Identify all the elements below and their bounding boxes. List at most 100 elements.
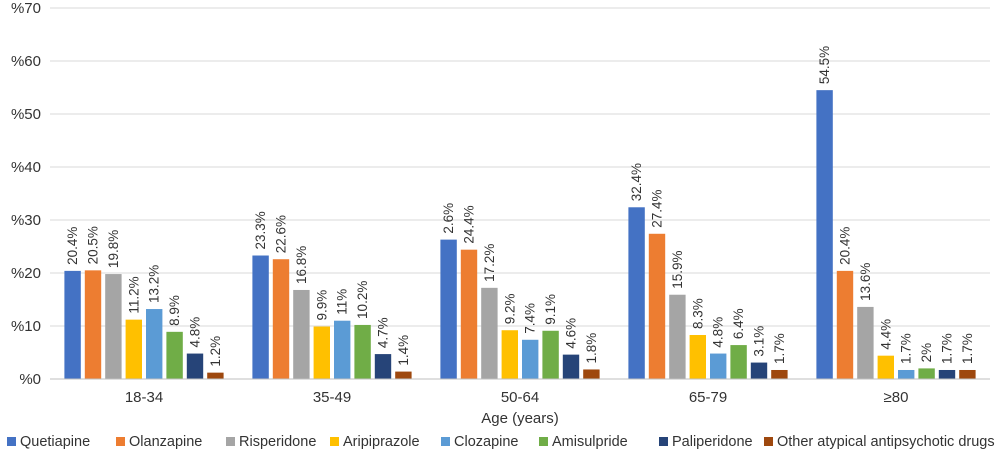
bar-amisulpride-4 [918, 368, 935, 379]
bar-aripiprazole-3 [689, 335, 706, 379]
bar-other-atypical-antipsychotic-drugs-3 [771, 369, 788, 379]
legend: Quetiapine Olanzapine Risperidone Aripipraz… [7, 434, 995, 450]
legend-label: Amisulpride [552, 434, 628, 450]
data-label: 13.2% [147, 265, 162, 303]
data-label: 17.2% [482, 244, 497, 282]
data-label: 1.8% [584, 333, 599, 364]
data-label: 10.2% [355, 281, 370, 319]
legend-swatch [7, 437, 16, 446]
data-label: 4.8% [188, 317, 203, 348]
bar-clozapine-3 [710, 353, 727, 379]
bar-quetiapine-2 [440, 239, 457, 379]
legend-swatch [764, 437, 773, 446]
legend-swatch [226, 437, 235, 446]
data-label: 6.4% [731, 308, 746, 339]
bar-clozapine-2 [522, 339, 539, 379]
data-label: 54.5% [817, 46, 832, 84]
bar-paliperidone-4 [938, 369, 956, 379]
data-label: 4.8% [711, 317, 726, 348]
data-label: 11.2% [126, 276, 141, 313]
bar-paliperidone-3 [750, 362, 768, 379]
data-label: 3.1% [752, 326, 767, 357]
bar-clozapine-0 [146, 309, 163, 379]
data-label: 1.7% [940, 333, 955, 364]
data-label: 4.7% [376, 317, 391, 348]
bar-clozapine-4 [898, 369, 915, 379]
data-label: 4.6% [564, 318, 579, 349]
bars [64, 90, 976, 380]
bar-quetiapine-1 [252, 255, 269, 379]
legend-item: Other atypical antipsychotic drugs [764, 434, 995, 450]
data-label: 27.4% [650, 189, 665, 227]
bar-other-atypical-antipsychotic-drugs-2 [583, 369, 600, 379]
y-tick-label: %10 [11, 318, 41, 335]
legend-item: Olanzapine [116, 434, 202, 450]
x-tick-label: 18-34 [125, 389, 163, 406]
bar-other-atypical-antipsychotic-drugs-0 [207, 372, 224, 379]
bar-aripiprazole-4 [877, 355, 894, 379]
legend-label: Olanzapine [129, 434, 202, 450]
legend-label: Risperidone [239, 434, 316, 450]
data-label: 1.7% [772, 333, 787, 364]
legend-item: Clozapine [441, 434, 519, 450]
data-labels: 20.4% 20.5% 19.8% 11.2% 13.2% 8.9% 4.8% 1.2% 23.… [65, 46, 975, 367]
bar-other-atypical-antipsychotic-drugs-1 [395, 371, 412, 379]
y-axis-ticks: %0 %10 %20 %30 %40 %50 %60 %70 [11, 0, 41, 388]
y-tick-label: %30 [11, 212, 41, 229]
x-tick-label: 65-79 [689, 389, 727, 406]
bar-olanzapine-0 [84, 270, 102, 379]
legend-swatch [441, 437, 450, 446]
data-label: 2% [919, 343, 934, 363]
bar-amisulpride-3 [730, 345, 747, 379]
data-label: 20.4% [838, 227, 853, 265]
bar-amisulpride-0 [166, 331, 183, 379]
bar-risperidone-1 [293, 289, 310, 379]
y-tick-label: %40 [11, 159, 41, 176]
legend-swatch [116, 437, 125, 446]
data-label: 1.4% [396, 335, 411, 366]
data-label: 24.4% [462, 205, 477, 243]
bar-risperidone-3 [669, 294, 686, 379]
data-label: 9.1% [543, 294, 558, 325]
bar-amisulpride-1 [354, 324, 371, 379]
data-label: 19.8% [106, 230, 121, 268]
x-axis-title: Age (years) [481, 410, 559, 427]
bar-aripiprazole-2 [501, 330, 518, 379]
bar-aripiprazole-0 [125, 319, 142, 379]
bar-olanzapine-1 [272, 259, 290, 379]
data-label: 22.6% [274, 215, 289, 253]
data-label: 32.4% [629, 163, 644, 201]
x-axis-ticks: 18-34 35-49 50-64 65-79 ≥80 [125, 389, 909, 406]
bar-risperidone-2 [481, 287, 498, 379]
data-label: 9.2% [502, 293, 517, 324]
data-label: 9.9% [314, 290, 329, 321]
legend-item: Risperidone [226, 434, 316, 450]
x-tick-label: 35-49 [313, 389, 351, 406]
y-tick-label: %70 [11, 0, 41, 17]
y-tick-label: %20 [11, 265, 41, 282]
legend-item: Aripiprazole [330, 434, 420, 450]
legend-item: Quetiapine [7, 434, 90, 450]
legend-item: Paliperidone [659, 434, 753, 450]
x-tick-label: ≥80 [884, 389, 909, 406]
data-label: 4.4% [878, 319, 893, 350]
bar-quetiapine-0 [64, 270, 81, 379]
data-label: 7.4% [523, 303, 538, 334]
bar-clozapine-1 [334, 320, 351, 379]
data-label: 2.6% [441, 203, 456, 234]
y-tick-label: %0 [19, 371, 41, 388]
data-label: 13.6% [858, 263, 873, 301]
bar-olanzapine-3 [648, 233, 666, 379]
legend-label: Aripiprazole [343, 434, 420, 450]
bar-risperidone-4 [857, 306, 874, 379]
legend-swatch [659, 437, 668, 446]
legend-swatch [330, 437, 339, 446]
data-label: 11% [335, 289, 350, 315]
data-label: 1.7% [899, 333, 914, 364]
data-label: 15.9% [670, 250, 685, 288]
legend-label: Other atypical antipsychotic drugs [777, 434, 995, 450]
data-label: 1.2% [208, 336, 223, 367]
data-label: 20.4% [65, 227, 80, 265]
